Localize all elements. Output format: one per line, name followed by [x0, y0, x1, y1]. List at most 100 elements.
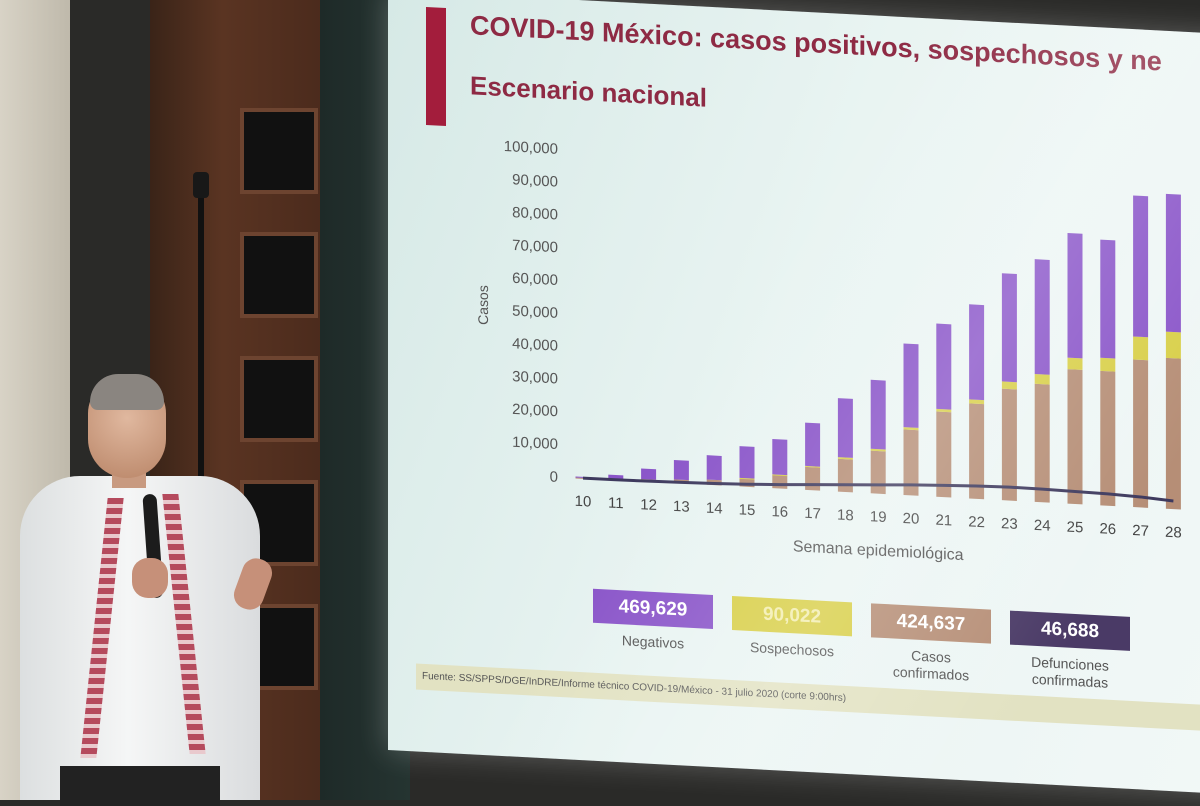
x-tick-label: 22	[968, 513, 985, 531]
hair	[90, 374, 164, 410]
microphone-stand	[198, 175, 204, 505]
bar-segment	[936, 323, 952, 410]
bar-segment	[1100, 239, 1116, 359]
bar-segment	[772, 475, 788, 489]
door-panel	[240, 108, 318, 194]
x-tick-label: 10	[575, 493, 592, 511]
x-tick-label: 15	[739, 501, 756, 519]
y-tick-label: 40,000	[512, 335, 558, 354]
x-tick-label: 26	[1099, 520, 1116, 538]
summary-confirmados: 424,637 Casos confirmados	[871, 603, 991, 685]
bar-segment	[706, 455, 722, 481]
summary-value: 424,637	[871, 603, 991, 644]
x-tick-label: 25	[1067, 519, 1084, 537]
bar-segment	[1165, 331, 1181, 359]
summary-label: Negativos	[621, 632, 685, 652]
summary-sospechosos: 90,022 Sospechosos	[732, 596, 852, 661]
microphone-head	[193, 172, 209, 198]
x-tick-label: 18	[837, 507, 854, 525]
x-tick-label: 24	[1034, 517, 1051, 535]
pants	[60, 766, 220, 806]
bar-segment	[903, 429, 919, 496]
door-panel	[240, 356, 318, 442]
bar-segment	[1001, 273, 1017, 383]
bar-segment	[1034, 383, 1050, 503]
summary-defunciones: 46,688 Defunciones confirmadas	[1010, 610, 1130, 693]
bar-segment	[837, 398, 853, 458]
y-tick-label: 90,000	[512, 171, 558, 190]
y-tick-label: 70,000	[512, 237, 558, 256]
bar-segment	[1034, 259, 1050, 375]
bar-segment	[870, 450, 886, 495]
bar-segment	[805, 422, 821, 467]
bar-segment	[936, 411, 952, 498]
stacked-bar-chart: 100,000 90,000 80,000 70,000 60,000 50,000 40,…	[475, 138, 1182, 564]
x-tick-label: 12	[640, 496, 657, 514]
bar-segment	[1001, 388, 1017, 501]
x-tick-label: 21	[935, 512, 952, 530]
bar-segment	[1001, 381, 1017, 390]
bar-segment	[1067, 357, 1083, 370]
y-tick-label: 0	[550, 468, 558, 485]
y-tick-label: 20,000	[512, 401, 558, 420]
x-tick-label: 20	[903, 510, 920, 528]
bar-segment	[837, 457, 853, 460]
x-tick-label: 27	[1132, 522, 1149, 540]
bar-segment	[739, 477, 755, 480]
defunciones-line	[582, 476, 1174, 503]
projection-screen: COVID-19 México: casos positivos, sospec…	[388, 0, 1200, 796]
bar-segment	[1067, 233, 1083, 359]
bar-segment	[641, 468, 657, 480]
bar-segment	[870, 448, 886, 452]
summary-value: 46,688	[1010, 610, 1130, 651]
y-tick-label: 10,000	[512, 434, 558, 453]
bar-segment	[772, 438, 788, 476]
bar-segment	[1034, 373, 1050, 385]
bar-segment	[1165, 193, 1181, 333]
bar-segment	[903, 427, 919, 431]
y-tick-label: 50,000	[512, 303, 558, 322]
presenter	[20, 370, 280, 806]
bar-segment	[1133, 195, 1149, 338]
y-axis-label: Casos	[475, 285, 491, 325]
y-tick-label: 60,000	[512, 270, 558, 289]
hand	[132, 558, 168, 598]
bar-segment	[772, 474, 788, 477]
y-tick-label: 80,000	[512, 204, 558, 223]
bar-segment	[673, 460, 689, 481]
door-panel	[240, 232, 318, 318]
summary-label: Defunciones confirmadas	[1031, 653, 1109, 691]
summary-negativos: 469,629 Negativos	[593, 588, 713, 654]
bar-segment	[870, 379, 886, 450]
x-tick-label: 11	[608, 495, 624, 513]
x-tick-label: 28	[1165, 524, 1182, 542]
bar-segment	[969, 403, 985, 500]
x-tick-label: 19	[870, 508, 887, 526]
x-tick-label: 16	[771, 503, 788, 521]
summary-label: Sospechosos	[749, 638, 835, 660]
wooden-door	[150, 0, 330, 800]
bar-segment	[1100, 370, 1116, 507]
summary-value: 90,022	[732, 596, 852, 637]
x-tick-label: 13	[673, 498, 690, 516]
shirt	[20, 476, 260, 800]
bar-segment	[936, 408, 952, 413]
bar-segment	[837, 458, 853, 493]
summary-value: 469,629	[593, 588, 713, 630]
x-axis-label: Semana epidemiológica	[793, 538, 964, 564]
x-tick-label: 23	[1001, 515, 1018, 533]
bar-segment	[1165, 357, 1181, 510]
bar-segment	[903, 343, 919, 428]
bar-segment	[1133, 336, 1149, 361]
bar-segment	[1067, 369, 1083, 505]
summary-label: Casos confirmados	[892, 647, 970, 684]
bar-segment	[739, 446, 755, 479]
x-tick-label: 14	[706, 500, 723, 518]
bar-segment	[1100, 357, 1116, 372]
bar-segment	[805, 466, 821, 491]
bar-segment	[969, 399, 985, 405]
bar-segment	[969, 304, 985, 401]
y-tick-label: 100,000	[504, 138, 558, 158]
y-tick-label: 30,000	[512, 368, 558, 387]
bar-segment	[805, 465, 821, 468]
